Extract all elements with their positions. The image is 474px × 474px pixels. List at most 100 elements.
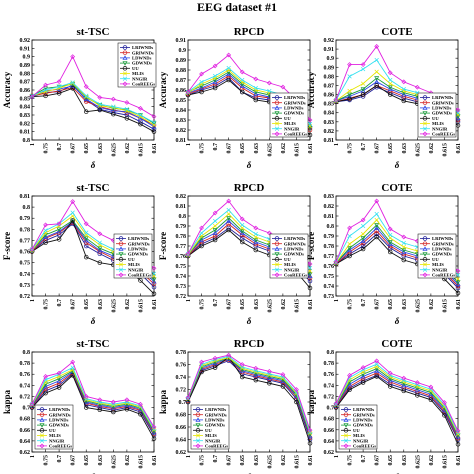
data-point <box>84 93 89 98</box>
data-point <box>239 362 245 367</box>
legend-swatch-marker <box>274 111 280 116</box>
data-point <box>97 397 103 403</box>
data-point <box>240 222 245 228</box>
y-tick-label: 0.74 <box>176 375 187 381</box>
data-point <box>267 381 272 386</box>
y-tick-label: 0.81 <box>324 214 335 220</box>
data-point <box>360 238 366 243</box>
legend-label: GDWNDs <box>128 252 148 257</box>
chart-panel: st-TSC 0.62 0.64 0.66 0.68 0.7 0.72 0.74 0.76 0.7… <box>2 338 158 474</box>
legend-label: UU <box>432 116 439 121</box>
legend: LRIWNDsGRIWNDsLDWNDsGDWNDsUUMLISNNGIRCon… <box>269 92 309 138</box>
chart-grid: st-TSC0.80.810.820.830.840.850.860.870.8… <box>2 26 462 474</box>
legend-swatch-marker <box>39 412 45 417</box>
data-point <box>414 387 420 392</box>
legend-label: LDWNDs <box>353 418 373 423</box>
x-tick-label: 0.615 <box>442 299 448 313</box>
series-line <box>187 358 311 437</box>
x-tick-label: 0.625 <box>267 143 273 157</box>
data-point <box>360 87 366 92</box>
data-point <box>253 368 258 373</box>
legend-label: LRIWNDs <box>432 95 453 100</box>
x-tick-label: 0.7 <box>213 455 219 463</box>
chart-panel: RPCD 0.81 0.82 0.83 0.84 0.85 0.86 0.87 0.88 0.89… <box>158 26 314 170</box>
data-point <box>294 387 299 392</box>
data-point <box>185 396 191 402</box>
x-axis-label: δ <box>247 316 252 326</box>
legend-swatch-marker <box>422 236 428 241</box>
data-point <box>56 385 62 390</box>
legend-swatch-marker <box>39 433 45 438</box>
data-point <box>347 62 352 67</box>
y-tick-label: 0.84 <box>20 105 31 111</box>
legend-label: NNGIR <box>432 267 448 272</box>
data-point <box>151 429 157 435</box>
legend-label: ConREEGs <box>49 444 72 449</box>
x-tick-label: 1 <box>334 299 340 302</box>
data-point <box>83 109 89 114</box>
legend-swatch-marker <box>195 428 201 433</box>
data-point <box>56 79 62 85</box>
y-tick-label: 0.84 <box>176 108 187 114</box>
data-point <box>70 80 75 85</box>
data-point <box>360 223 366 229</box>
x-axis-label: δ <box>247 160 252 170</box>
data-point <box>401 388 407 394</box>
x-tick-label: 0.61 <box>456 143 462 154</box>
data-point <box>43 374 48 379</box>
data-point <box>84 230 89 235</box>
legend-swatch-marker <box>274 267 280 272</box>
data-point <box>199 79 204 85</box>
data-point <box>151 424 157 430</box>
legend-label: LRIWNDs <box>205 407 226 412</box>
legend-label: MLIS <box>353 433 365 438</box>
y-tick-label: 0.78 <box>20 361 31 367</box>
data-point <box>253 225 259 231</box>
data-point <box>253 76 259 82</box>
series <box>185 354 313 446</box>
y-tick-label: 0.72 <box>176 388 187 394</box>
data-point <box>29 247 35 252</box>
legend-swatch-marker <box>274 116 280 121</box>
legend-swatch-marker <box>422 100 428 105</box>
y-tick-label: 0.81 <box>176 138 187 144</box>
data-point <box>307 285 313 291</box>
plot-frame <box>31 195 155 297</box>
x-tick-label: 0.65 <box>84 143 90 154</box>
x-tick-label: 0.615 <box>294 299 300 313</box>
legend-swatch-marker <box>343 433 349 438</box>
data-point <box>83 236 89 241</box>
data-point <box>455 110 461 115</box>
data-point <box>253 239 259 244</box>
legend-label: GRIWNDs <box>432 100 454 105</box>
data-point <box>253 231 258 237</box>
y-tick-label: 0.87 <box>20 80 31 86</box>
data-point <box>374 43 380 49</box>
y-tick-label: 0.74 <box>20 383 31 389</box>
legend-swatch-marker <box>422 257 428 262</box>
data-point <box>455 112 461 117</box>
data-point <box>83 237 89 243</box>
data-point <box>307 441 313 446</box>
data-point <box>83 399 89 404</box>
legend-label: LRIWNDs <box>284 236 305 241</box>
y-tick-label: 0.77 <box>176 244 187 250</box>
data-point <box>70 199 76 204</box>
data-point <box>280 372 286 377</box>
legend-label: LRIWNDs <box>432 236 453 241</box>
data-point <box>97 104 103 110</box>
y-tick-label: 0.73 <box>324 294 335 300</box>
panel-title: st-TSC <box>76 26 109 38</box>
data-point <box>151 129 157 134</box>
data-point <box>374 228 379 234</box>
legend-swatch-marker <box>122 71 128 76</box>
data-point <box>226 207 231 213</box>
legend-swatch-marker <box>118 246 124 251</box>
data-point <box>455 272 461 278</box>
panel-title: RPCD <box>234 182 265 194</box>
data-point <box>199 359 204 365</box>
data-point <box>388 77 393 83</box>
legend-label: UU <box>432 257 439 262</box>
data-point <box>374 69 379 74</box>
data-point <box>97 247 103 253</box>
